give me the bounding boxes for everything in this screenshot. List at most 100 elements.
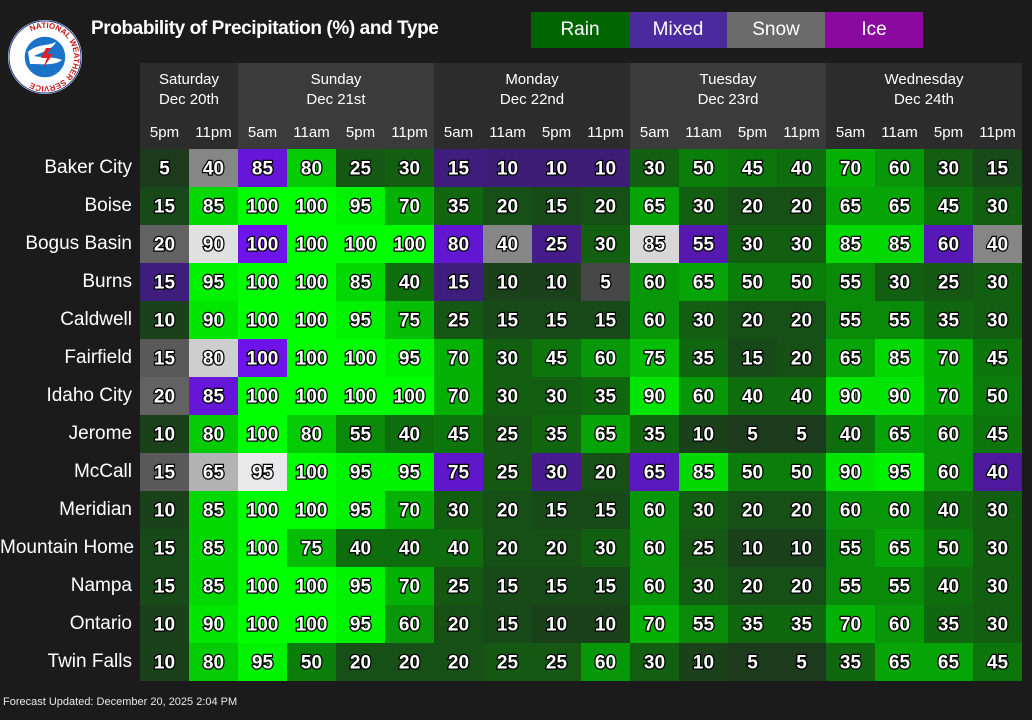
heatmap-cell <box>336 263 385 301</box>
cell-value-label: 20 <box>791 349 812 370</box>
heatmap-cell <box>483 567 532 605</box>
heatmap-cell <box>140 301 189 339</box>
heatmap-cell <box>287 263 336 301</box>
heatmap-cell <box>630 605 679 643</box>
heatmap-cell <box>483 377 532 415</box>
cell-value-label: 40 <box>399 539 420 560</box>
heatmap-cell <box>581 415 630 453</box>
heatmap-cell <box>434 415 483 453</box>
cell-value-label: 55 <box>693 235 715 256</box>
heatmap-cell <box>875 605 924 643</box>
time-label: 5pm <box>728 120 777 149</box>
location-label: Meridian <box>59 499 132 520</box>
heatmap-cell <box>630 567 679 605</box>
day-name: Saturday <box>158 71 220 88</box>
cell-value-label: 90 <box>203 615 224 636</box>
time-label: 5am <box>826 120 875 149</box>
heatmap-cell <box>973 225 1022 263</box>
location-label: Boise <box>84 195 132 216</box>
cell-value-label: 45 <box>448 425 470 446</box>
heatmap-cell <box>287 225 336 263</box>
cell-value-label: 30 <box>889 273 910 294</box>
heatmap-cell <box>336 491 385 529</box>
heatmap-cell <box>728 415 777 453</box>
heatmap-cell <box>189 339 238 377</box>
day-header-wednesday: Wednesday Dec 24th <box>826 63 1022 120</box>
cell-value-label: 35 <box>644 425 666 446</box>
heatmap-cell <box>924 415 973 453</box>
cell-value-label: 10 <box>546 159 567 180</box>
cell-value-label: 100 <box>394 387 426 408</box>
heatmap-cell <box>679 453 728 491</box>
heatmap-cell <box>826 567 875 605</box>
location-label: Caldwell <box>60 309 132 330</box>
heatmap-cell <box>189 567 238 605</box>
cell-value-label: 100 <box>247 577 279 598</box>
cell-value-label: 65 <box>840 349 862 370</box>
heatmap-cell <box>777 643 826 681</box>
heatmap-cell <box>875 491 924 529</box>
heatmap-cell <box>336 377 385 415</box>
time-header-row: 5pm 11pm 5am 11am 5pm 11pm 5am 11am 5pm 11pm 5am 11… <box>140 120 1022 149</box>
cell-value-label: 20 <box>742 311 763 332</box>
time-label: 11pm <box>777 120 826 149</box>
heatmap-cell <box>581 453 630 491</box>
heatmap-cell <box>385 225 434 263</box>
cell-value-label: 60 <box>938 463 959 484</box>
heatmap-cell <box>140 643 189 681</box>
heatmap-cell <box>385 415 434 453</box>
cell-value-label: 20 <box>497 501 518 522</box>
cell-value-label: 30 <box>791 235 812 256</box>
heatmap-cell <box>532 415 581 453</box>
heatmap-cell <box>287 377 336 415</box>
heatmap-cell <box>924 187 973 225</box>
heatmap-cell <box>189 263 238 301</box>
location-label: Jerome <box>68 423 132 444</box>
cell-value-label: 70 <box>448 387 469 408</box>
heatmap-cell <box>924 643 973 681</box>
cell-value-label: 80 <box>448 235 469 256</box>
cell-value-label: 20 <box>154 387 175 408</box>
heatmap-cell <box>728 567 777 605</box>
heatmap-cell <box>924 491 973 529</box>
heatmap-cell <box>287 415 336 453</box>
cell-value-label: 10 <box>595 615 616 636</box>
heatmap-cell <box>238 567 287 605</box>
cell-value-label: 100 <box>247 311 279 332</box>
cell-value-label: 95 <box>399 463 421 484</box>
heatmap-cell <box>532 225 581 263</box>
cell-value-label: 5 <box>796 425 807 446</box>
location-label: Burns <box>82 271 132 292</box>
heatmap-cell <box>924 301 973 339</box>
cell-value-label: 45 <box>987 349 1009 370</box>
cell-value-label: 70 <box>399 501 420 522</box>
cell-value-label: 35 <box>938 615 960 636</box>
heatmap-cell <box>728 301 777 339</box>
day-header-monday: Monday Dec 22nd <box>434 63 630 120</box>
heatmap-cell <box>287 453 336 491</box>
cell-value-label: 20 <box>595 463 616 484</box>
day-name: Sunday <box>310 71 362 88</box>
cell-value-label: 20 <box>497 197 518 218</box>
heatmap-cell <box>973 415 1022 453</box>
location-label: Nampa <box>70 575 132 596</box>
heatmap-cell <box>238 225 287 263</box>
heatmap-cell <box>483 605 532 643</box>
heatmap-cell <box>826 491 875 529</box>
heatmap-cell <box>483 301 532 339</box>
cell-value-label: 95 <box>350 615 372 636</box>
heatmap-cell <box>777 301 826 339</box>
heatmap-cell <box>140 225 189 263</box>
legend-ice: Ice <box>825 12 923 48</box>
heatmap-cell <box>189 605 238 643</box>
cell-value-label: 30 <box>987 501 1008 522</box>
heatmap-cell <box>287 491 336 529</box>
heatmap-cell <box>777 529 826 567</box>
cell-value-label: 85 <box>644 235 666 256</box>
heatmap-cell <box>924 605 973 643</box>
cell-value-label: 100 <box>296 463 328 484</box>
heatmap-cell <box>385 339 434 377</box>
heatmap-cell <box>532 263 581 301</box>
cell-value-label: 60 <box>644 273 665 294</box>
cell-value-label: 70 <box>644 615 665 636</box>
